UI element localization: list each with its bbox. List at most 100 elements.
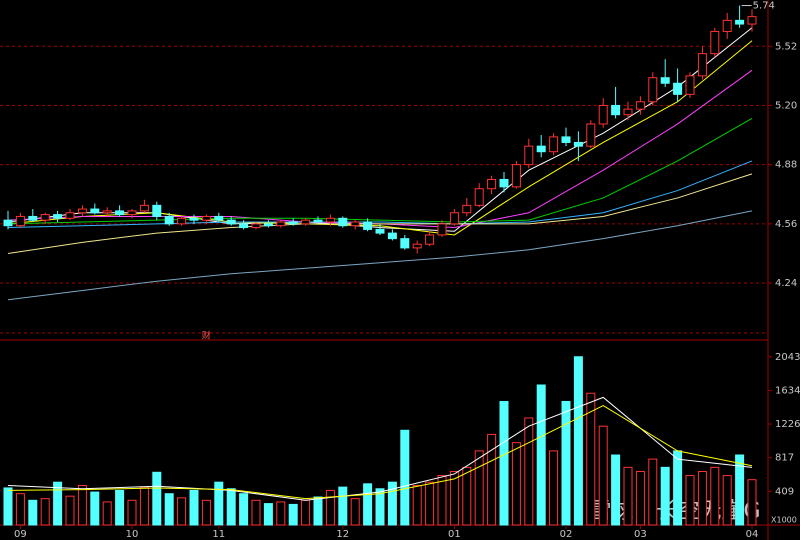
- candle-body: [524, 145, 534, 166]
- volume-bar: [611, 454, 621, 526]
- x-tick-label: 11: [212, 529, 225, 540]
- volume-bar: [77, 484, 87, 526]
- candle-body: [90, 208, 100, 214]
- candle-body: [164, 215, 174, 225]
- volume-bar: [561, 400, 571, 526]
- volume-bar: [400, 429, 410, 526]
- candle-body: [536, 145, 546, 153]
- candle-body: [115, 210, 125, 216]
- candle-body: [325, 217, 335, 223]
- candle-body: [598, 104, 608, 125]
- candle-body: [437, 223, 447, 236]
- max-label: 5.74: [753, 1, 775, 12]
- y-tick-label: 4.88: [775, 160, 797, 171]
- candle-body: [201, 215, 211, 221]
- candle-body: [673, 82, 683, 95]
- volume-average: [7, 396, 753, 501]
- x-tick-label: 04: [746, 529, 759, 540]
- candle-body: [3, 219, 13, 227]
- candle-body: [462, 204, 472, 214]
- volume-bar: [499, 400, 509, 526]
- volume-bar: [152, 471, 162, 526]
- y-tick-label: 817: [775, 453, 794, 464]
- candle-body: [15, 215, 25, 227]
- candle-body: [77, 208, 87, 214]
- volume-bar: [697, 470, 707, 526]
- volume-average: [7, 405, 753, 500]
- volume-bar: [735, 454, 745, 526]
- moving-average: [7, 117, 753, 225]
- candle-body: [412, 243, 422, 249]
- candle-body: [53, 214, 63, 219]
- candle-body: [697, 53, 707, 77]
- volume-bar: [338, 486, 348, 526]
- candle-body: [611, 104, 621, 116]
- x-tick-label: 02: [560, 529, 573, 540]
- candle-body: [127, 210, 137, 216]
- volume-bar: [623, 466, 633, 526]
- volume-bar: [65, 495, 75, 526]
- volume-bar: [573, 356, 583, 526]
- unit-label: X1000: [771, 516, 797, 525]
- volume-bar: [301, 499, 311, 526]
- candle-body: [338, 217, 348, 227]
- candle-body: [449, 212, 459, 225]
- volume-bar: [586, 392, 596, 526]
- volume-bar: [177, 497, 187, 526]
- y-tick-label: 5.52: [775, 41, 797, 52]
- volume-bar: [635, 470, 645, 526]
- candle-body: [301, 219, 311, 225]
- volume-bar: [164, 493, 174, 526]
- volume-bar: [263, 503, 273, 526]
- volume-bar: [40, 498, 50, 526]
- volume-bar: [487, 433, 497, 526]
- volume-bar: [685, 475, 695, 526]
- candle-body: [549, 136, 559, 153]
- volume-bar: [722, 475, 732, 526]
- candle-body: [239, 223, 249, 229]
- volume-bar: [747, 479, 757, 526]
- candle-body: [276, 221, 286, 227]
- volume-bar: [276, 501, 286, 526]
- candle-body: [189, 217, 199, 221]
- event-marker: 财: [202, 330, 211, 342]
- candle-body: [685, 75, 695, 95]
- candle-body: [214, 215, 224, 221]
- volume-bar: [375, 488, 385, 526]
- volume-bar: [437, 475, 447, 526]
- candle-body: [660, 77, 670, 84]
- volume-bar: [325, 489, 335, 526]
- candle-body: [251, 223, 261, 229]
- candle-body: [177, 217, 187, 225]
- volume-bar: [189, 489, 199, 526]
- volume-bar: [536, 384, 546, 526]
- candle-body: [425, 234, 435, 245]
- volume-bar: [387, 481, 397, 526]
- candle-body: [152, 204, 162, 217]
- candle-body: [313, 219, 323, 223]
- candle-body: [375, 228, 385, 234]
- volume-bar: [226, 488, 236, 526]
- volume-bar: [462, 466, 472, 526]
- candle-body: [511, 164, 521, 188]
- y-tick-label: 4.24: [775, 278, 797, 289]
- candle-body: [735, 19, 745, 25]
- candle-body: [623, 108, 633, 116]
- candle-body: [28, 215, 38, 221]
- volume-bar: [127, 499, 137, 526]
- volume-bar: [474, 450, 484, 526]
- moving-average: [7, 210, 753, 301]
- volume-bar: [425, 481, 435, 526]
- y-tick-label: 5.20: [775, 100, 797, 111]
- moving-average: [7, 160, 753, 229]
- volume-bar: [115, 489, 125, 526]
- candle-body: [499, 178, 509, 188]
- volume-bar: [598, 425, 608, 526]
- volume-bar: [363, 483, 373, 526]
- candle-body: [722, 19, 732, 32]
- volume-bar: [53, 481, 63, 526]
- volume-bar: [350, 498, 360, 526]
- volume-bar: [511, 442, 521, 526]
- volume-bar: [710, 466, 720, 526]
- volume-bar: [412, 484, 422, 526]
